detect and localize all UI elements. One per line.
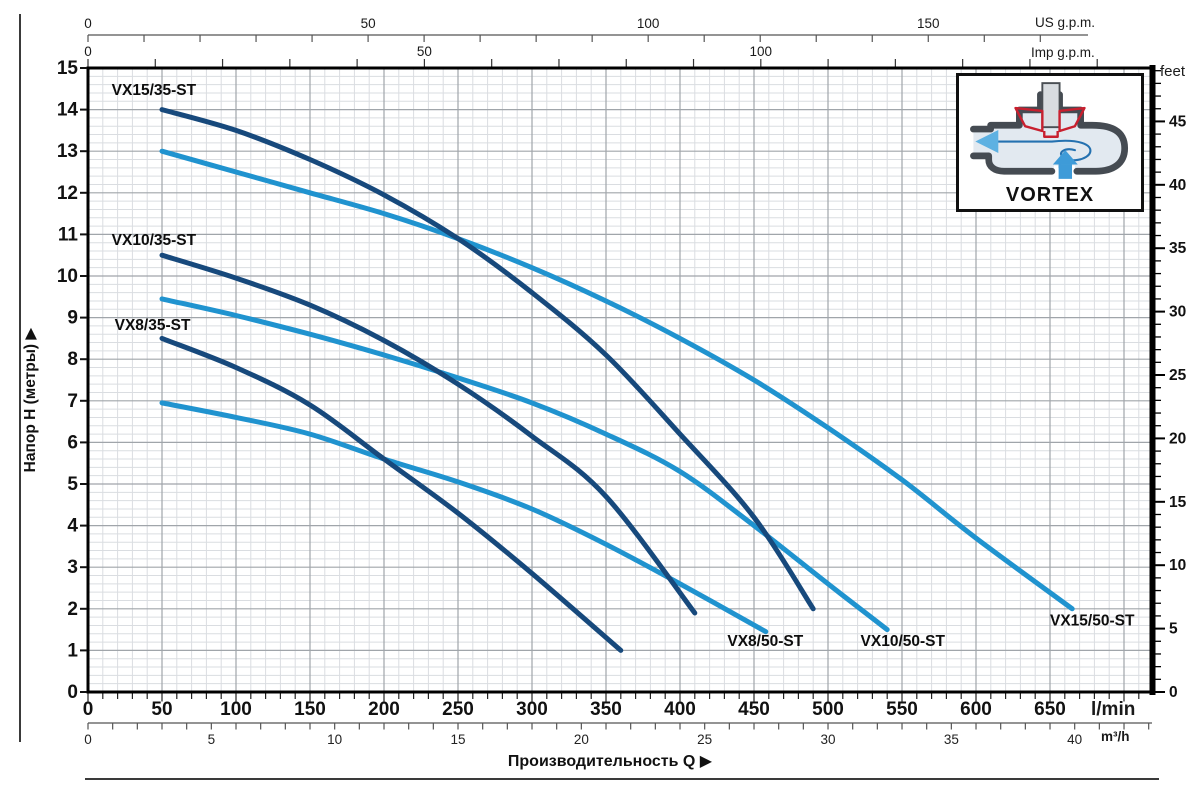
svg-text:100: 100 bbox=[220, 699, 252, 720]
svg-text:200: 200 bbox=[368, 699, 400, 720]
vortex-pump-diagram bbox=[970, 82, 1129, 179]
grid-major bbox=[88, 68, 1152, 692]
curve-VX10/50-ST bbox=[159, 296, 890, 633]
m3h-axis: 0 5 10 15 20 25 30 35 40 bbox=[84, 722, 1152, 747]
svg-text:35: 35 bbox=[944, 732, 959, 747]
svg-text:4: 4 bbox=[67, 516, 78, 537]
pump-casing-bottom bbox=[970, 152, 1056, 175]
svg-text:25: 25 bbox=[1169, 367, 1187, 384]
inset-caption: VORTEX bbox=[1005, 184, 1095, 206]
impeller-blades bbox=[1014, 106, 1086, 138]
lmin-axis: 0 50 100 150 200 250 300 350 400 450 500 550 600 650 bbox=[83, 693, 1140, 720]
svg-text:8: 8 bbox=[67, 349, 78, 370]
curve-VX15/50-ST bbox=[159, 148, 1075, 612]
vortex-inset: VORTEX bbox=[956, 73, 1144, 212]
svg-text:650: 650 bbox=[1034, 699, 1066, 720]
svg-text:3: 3 bbox=[67, 557, 78, 578]
svg-text:9: 9 bbox=[67, 308, 78, 329]
curve-label-VX8/35-ST: VX8/35-ST bbox=[115, 317, 191, 334]
svg-text:20: 20 bbox=[1169, 430, 1186, 447]
pump-interior bbox=[973, 92, 1125, 172]
svg-text:100: 100 bbox=[750, 44, 773, 59]
feet-axis: 0 5 10 15 20 25 30 35 40 45 bbox=[1149, 65, 1187, 701]
svg-text:10: 10 bbox=[327, 732, 342, 747]
svg-text:250: 250 bbox=[442, 699, 474, 720]
svg-text:150: 150 bbox=[294, 699, 326, 720]
svg-text:6: 6 bbox=[67, 432, 78, 453]
svg-text:50: 50 bbox=[417, 44, 432, 59]
svg-text:12: 12 bbox=[57, 183, 78, 204]
svg-text:5: 5 bbox=[208, 732, 216, 747]
svg-text:15: 15 bbox=[450, 732, 465, 747]
m3h-unit-label: m³/h bbox=[1101, 729, 1130, 744]
svg-text:600: 600 bbox=[960, 699, 992, 720]
svg-text:5: 5 bbox=[67, 474, 78, 495]
svg-text:20: 20 bbox=[574, 732, 589, 747]
svg-text:0: 0 bbox=[83, 699, 94, 720]
svg-text:550: 550 bbox=[886, 699, 918, 720]
svg-text:25: 25 bbox=[697, 732, 712, 747]
svg-text:14: 14 bbox=[57, 100, 79, 121]
curve-label-VX8/50-ST: VX8/50-ST bbox=[727, 633, 803, 650]
curve-labels: VX15/35-ST VX10/35-ST VX8/35-ST VX8/50-ST VX… bbox=[112, 82, 1135, 650]
svg-text:35: 35 bbox=[1169, 240, 1187, 257]
grid-minor bbox=[88, 68, 1152, 692]
svg-text:10: 10 bbox=[1169, 557, 1186, 574]
svg-text:350: 350 bbox=[590, 699, 622, 720]
bottom-rule bbox=[85, 778, 1159, 780]
svg-text:30: 30 bbox=[820, 732, 835, 747]
curve-label-VX15/35-ST: VX15/35-ST bbox=[112, 82, 197, 99]
inlet-arrow bbox=[1052, 150, 1078, 165]
feet-unit-label: feet bbox=[1160, 63, 1186, 80]
svg-text:400: 400 bbox=[664, 699, 696, 720]
x-axis-title: Производительность Q ▶ bbox=[507, 753, 713, 770]
inlet-arrow-tail bbox=[1058, 164, 1073, 179]
pump-shaft bbox=[1041, 82, 1061, 129]
svg-text:30: 30 bbox=[1169, 304, 1186, 321]
lmin-unit-label: l/min bbox=[1091, 699, 1136, 720]
svg-text:13: 13 bbox=[57, 141, 78, 162]
curve-VX15/35-ST bbox=[159, 107, 816, 612]
svg-text:50: 50 bbox=[361, 16, 376, 31]
svg-text:300: 300 bbox=[516, 699, 548, 720]
svg-text:2: 2 bbox=[67, 599, 78, 620]
svg-text:15: 15 bbox=[1169, 494, 1187, 511]
svg-text:40: 40 bbox=[1067, 732, 1082, 747]
svg-text:500: 500 bbox=[812, 699, 844, 720]
svg-text:10: 10 bbox=[57, 266, 78, 287]
svg-text:0: 0 bbox=[67, 682, 78, 703]
svg-text:45: 45 bbox=[1169, 113, 1187, 130]
svg-text:0: 0 bbox=[1169, 684, 1178, 701]
svg-text:100: 100 bbox=[637, 16, 660, 31]
svg-text:40: 40 bbox=[1169, 177, 1186, 194]
us-gpm-unit-label: US g.p.m. bbox=[1035, 15, 1096, 30]
svg-text:1: 1 bbox=[67, 640, 78, 661]
y-axis-title: Напор H (метры) ▶ bbox=[22, 327, 39, 473]
svg-text:7: 7 bbox=[67, 391, 78, 412]
svg-text:50: 50 bbox=[151, 699, 172, 720]
curve-VX8/35-ST bbox=[159, 335, 624, 653]
svg-text:0: 0 bbox=[84, 44, 92, 59]
page-left-border bbox=[19, 14, 21, 742]
curve-label-VX15/50-ST: VX15/50-ST bbox=[1050, 612, 1135, 629]
svg-text:15: 15 bbox=[57, 58, 79, 79]
curves bbox=[159, 107, 1075, 653]
outlet-arrow bbox=[975, 130, 999, 154]
svg-text:450: 450 bbox=[738, 699, 770, 720]
imp-gpm-unit-label: Imp g.p.m. bbox=[1031, 45, 1095, 60]
svg-text:5: 5 bbox=[1169, 621, 1178, 638]
svg-text:0: 0 bbox=[84, 732, 92, 747]
curve-label-VX10/35-ST: VX10/35-ST bbox=[112, 232, 197, 249]
us-gpm-axis: 0 50 100 150 bbox=[84, 16, 1088, 42]
svg-text:150: 150 bbox=[917, 16, 940, 31]
curve-VX8/50-ST bbox=[159, 400, 769, 635]
imp-gpm-axis: 0 50 100 bbox=[84, 44, 1098, 67]
curve-VX10/35-ST bbox=[159, 252, 698, 616]
curve-label-VX10/50-ST: VX10/50-ST bbox=[861, 633, 946, 650]
svg-text:11: 11 bbox=[58, 224, 79, 245]
svg-text:0: 0 bbox=[84, 16, 92, 31]
